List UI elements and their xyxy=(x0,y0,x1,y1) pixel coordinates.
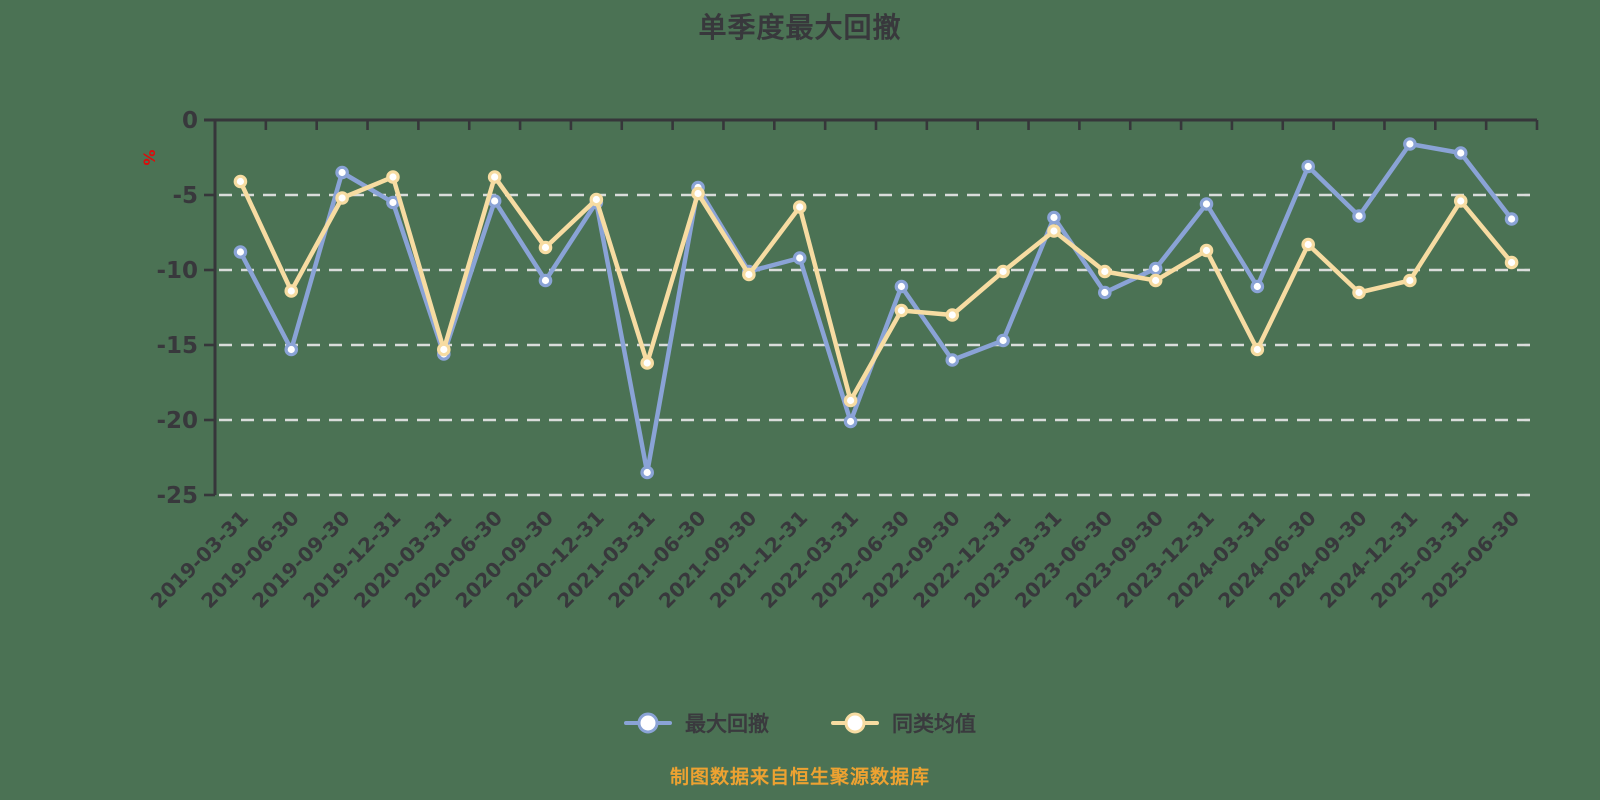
y-tick-label: -20 xyxy=(156,408,198,434)
legend-item-label: 最大回撤 xyxy=(685,712,769,736)
data-point-marker[interactable] xyxy=(284,342,299,357)
data-point-marker[interactable] xyxy=(640,356,654,370)
data-point-marker[interactable] xyxy=(1250,342,1265,357)
data-point-marker[interactable] xyxy=(1098,285,1112,300)
data-point-marker[interactable] xyxy=(843,393,858,408)
data-point-marker[interactable] xyxy=(894,303,909,318)
data-point-marker[interactable] xyxy=(233,245,248,259)
data-point-marker[interactable] xyxy=(996,333,1010,348)
legend-item-max-drawdown[interactable]: 最大回撤 xyxy=(624,708,769,738)
data-point-marker[interactable] xyxy=(335,191,349,205)
data-point-marker[interactable] xyxy=(691,186,705,201)
data-point-marker[interactable] xyxy=(1504,255,1519,270)
data-point-marker[interactable] xyxy=(538,273,553,288)
line-circle-marker-icon xyxy=(831,712,879,734)
data-point-marker[interactable] xyxy=(1403,137,1417,151)
data-point-marker[interactable] xyxy=(1352,209,1366,223)
data-point-marker[interactable] xyxy=(996,264,1010,279)
y-tick-label: -10 xyxy=(156,258,198,284)
data-point-marker[interactable] xyxy=(792,200,807,214)
data-point-marker[interactable] xyxy=(437,342,451,357)
y-tick-label: -5 xyxy=(172,183,198,209)
data-point-marker[interactable] xyxy=(538,240,553,255)
data-point-marker[interactable] xyxy=(1250,279,1265,294)
data-point-marker[interactable] xyxy=(1453,146,1468,160)
data-point-marker[interactable] xyxy=(1098,264,1112,279)
data-point-marker[interactable] xyxy=(1047,224,1061,238)
y-tick-label: -15 xyxy=(156,333,198,359)
data-point-marker[interactable] xyxy=(1301,159,1315,174)
data-point-marker[interactable] xyxy=(843,414,858,429)
legend: 最大回撤 同类均值 xyxy=(624,708,976,738)
data-point-marker[interactable] xyxy=(386,195,400,210)
data-point-marker[interactable] xyxy=(1301,237,1315,252)
data-point-marker[interactable] xyxy=(1504,212,1519,226)
data-point-marker[interactable] xyxy=(1403,273,1417,288)
y-tick-label: -25 xyxy=(156,483,198,509)
data-point-marker[interactable] xyxy=(487,170,502,184)
source-note: 制图数据来自恒生聚源数据库 xyxy=(669,766,930,788)
data-point-marker[interactable] xyxy=(1352,285,1366,300)
data-point-marker[interactable] xyxy=(1148,261,1163,276)
data-point-marker[interactable] xyxy=(792,251,807,265)
data-point-marker[interactable] xyxy=(742,267,756,282)
chart-title: 单季度最大回撤 xyxy=(698,11,902,44)
series-line-1 xyxy=(238,174,1514,403)
data-point-marker[interactable] xyxy=(589,192,604,207)
data-point-marker[interactable] xyxy=(1453,194,1468,208)
data-point-marker[interactable] xyxy=(1148,273,1163,288)
y-tick-label: 0 xyxy=(182,108,198,134)
data-point-marker[interactable] xyxy=(386,170,400,184)
line-circle-marker-icon xyxy=(624,712,672,734)
data-point-marker[interactable] xyxy=(284,284,299,298)
data-point-marker[interactable] xyxy=(640,465,654,480)
legend-item-label: 同类均值 xyxy=(892,712,976,736)
data-point-marker[interactable] xyxy=(894,279,909,294)
data-point-marker[interactable] xyxy=(1199,197,1214,211)
data-point-marker[interactable] xyxy=(233,174,248,189)
data-point-marker[interactable] xyxy=(1199,243,1214,258)
data-point-marker[interactable] xyxy=(1047,210,1061,225)
legend-item-category-average[interactable]: 同类均值 xyxy=(831,708,976,738)
data-point-marker[interactable] xyxy=(945,353,960,367)
data-point-marker[interactable] xyxy=(335,165,349,180)
data-point-marker[interactable] xyxy=(945,308,960,322)
